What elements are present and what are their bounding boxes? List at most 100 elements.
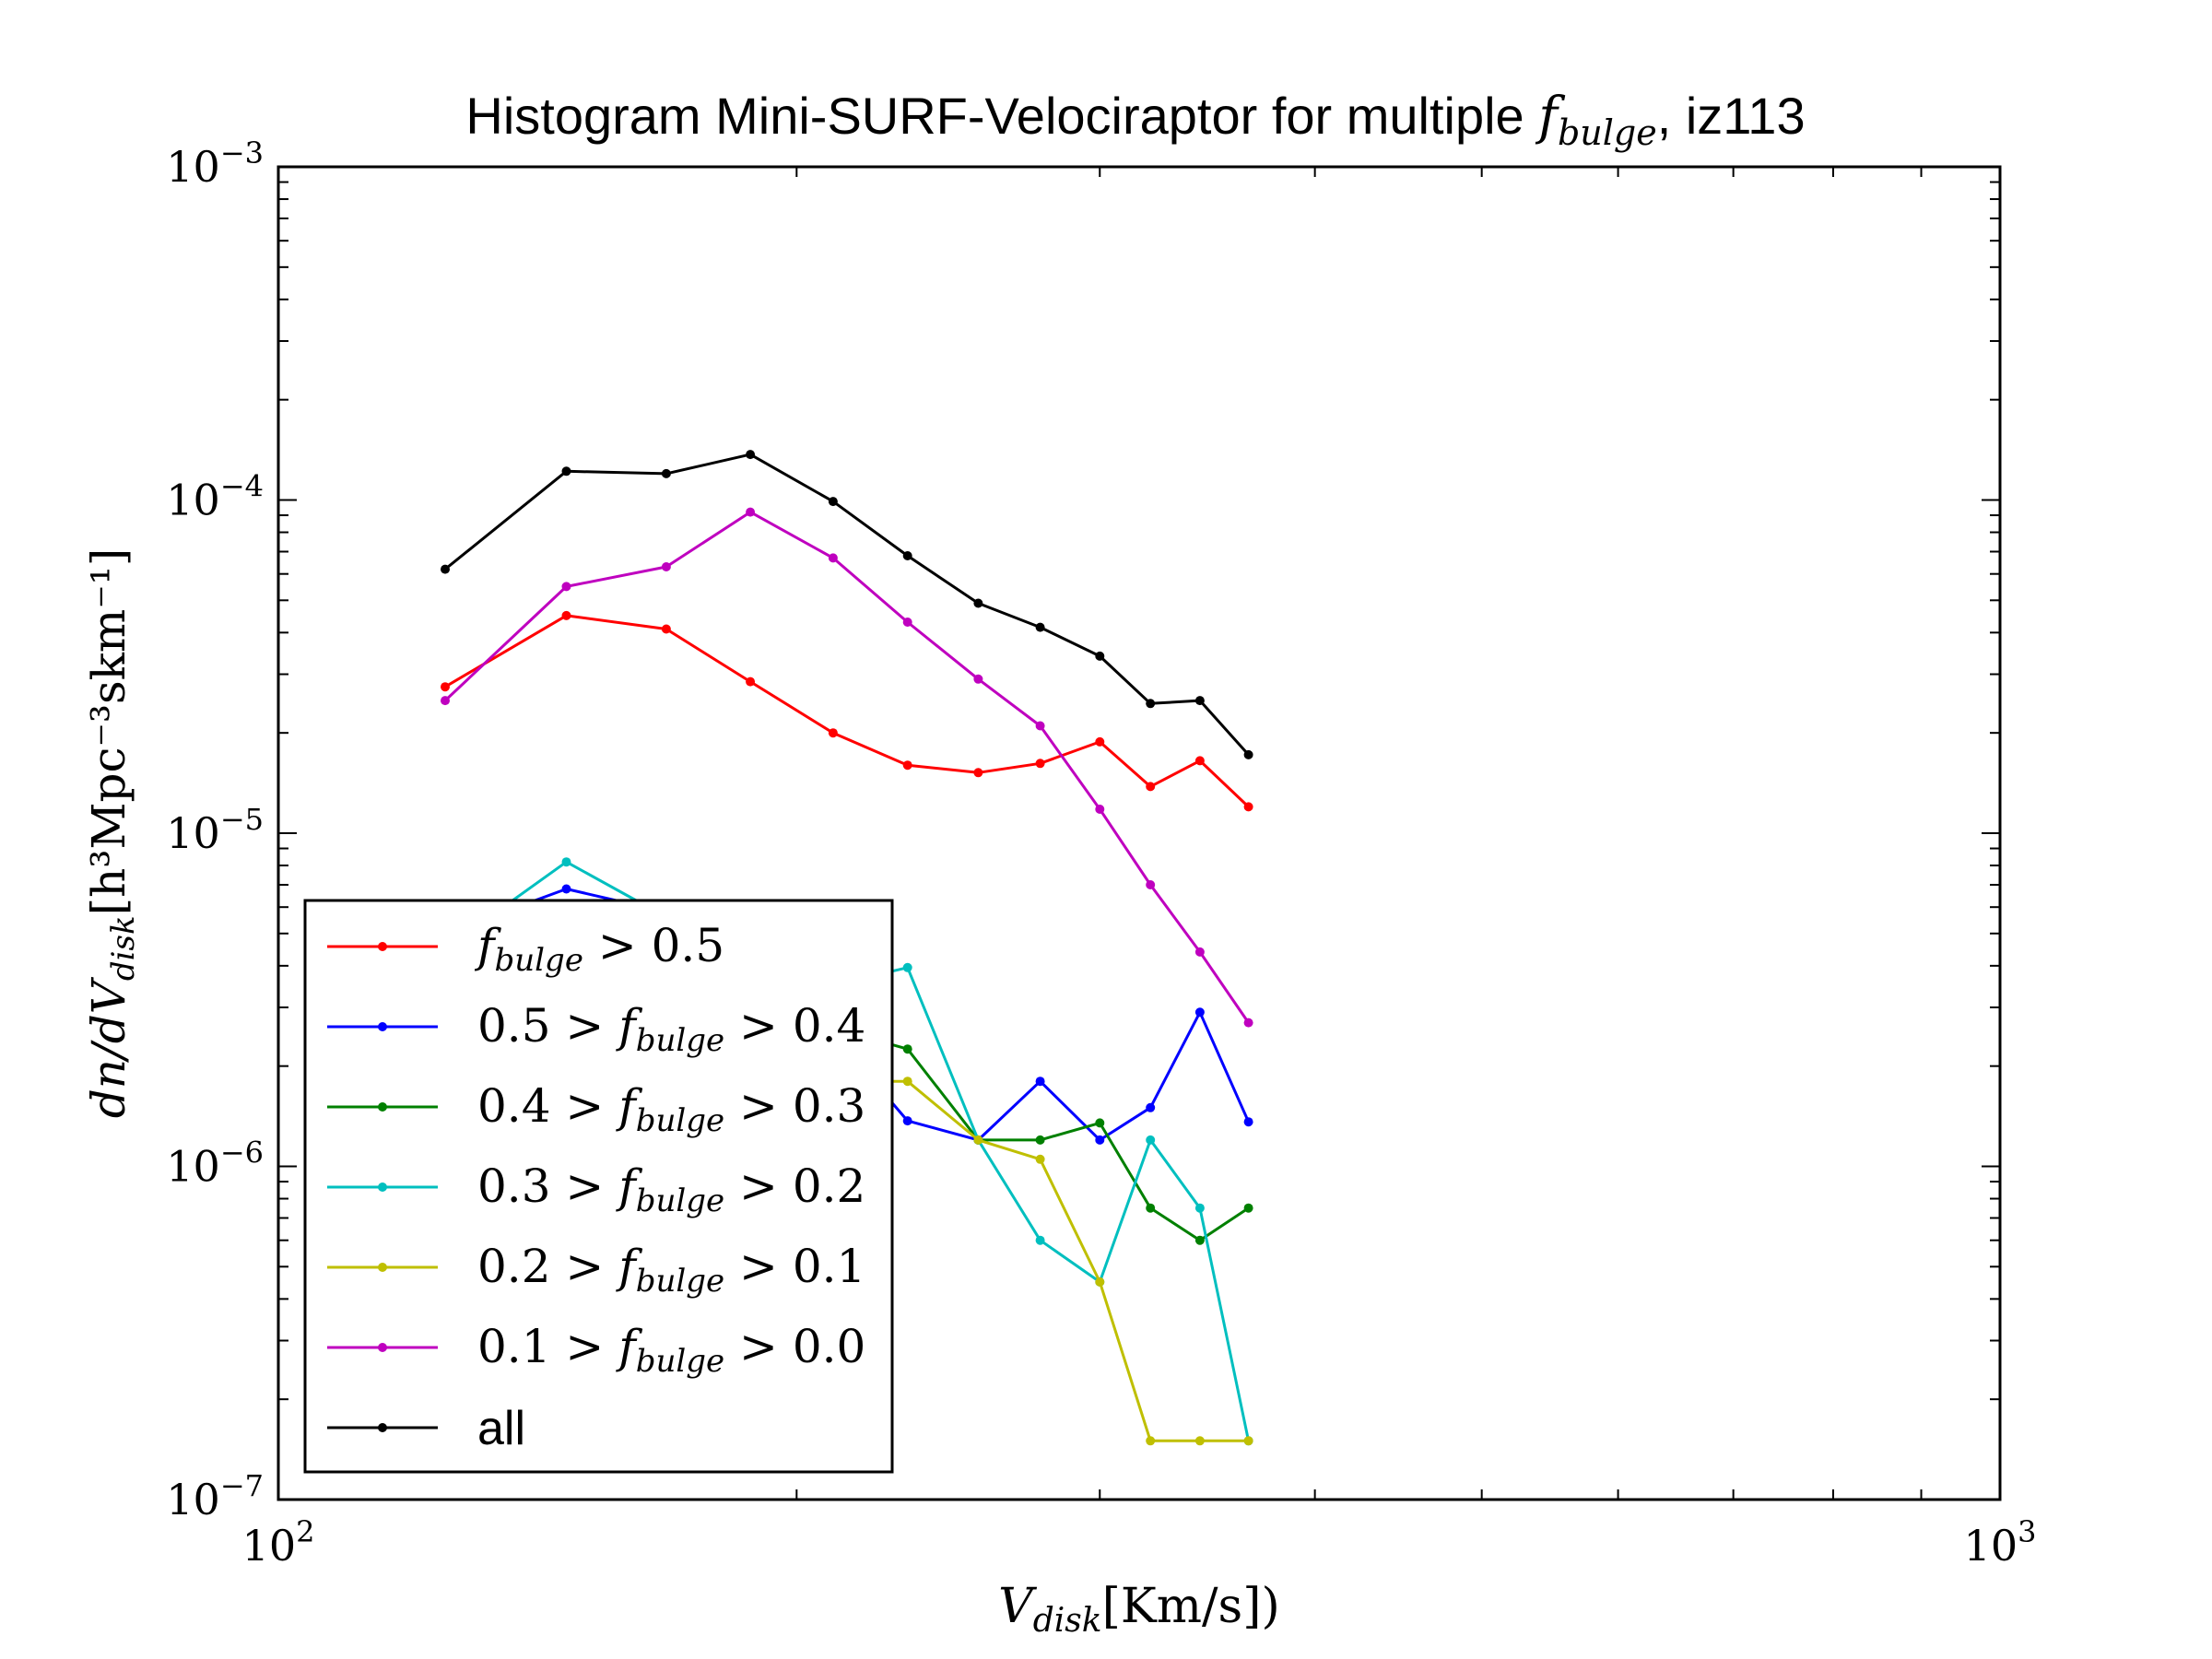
data-point [973, 598, 983, 608]
data-point [746, 677, 756, 687]
data-point [441, 696, 450, 706]
data-point [1146, 880, 1156, 889]
data-point [1035, 1235, 1045, 1245]
legend-marker [378, 1102, 387, 1112]
data-point [661, 624, 671, 634]
data-point [1035, 721, 1045, 731]
legend-item-5: 0.1 > fbulge > 0.0 [327, 1320, 865, 1380]
data-point [1035, 759, 1045, 769]
data-point [1095, 1135, 1105, 1145]
y-tick-label: 10−6 [166, 1135, 264, 1192]
legend-label: 0.3 > fbulge > 0.2 [477, 1159, 865, 1219]
legend-item-6: all [327, 1402, 525, 1455]
data-point [1035, 1077, 1045, 1087]
data-point [1095, 805, 1105, 814]
tick-labels: 10−7 10−6 10−5 10−4 10−3 102 103 [166, 135, 2036, 1571]
data-point [902, 1116, 912, 1126]
data-point [1035, 1154, 1045, 1164]
data-point [1194, 947, 1205, 957]
data-point [1243, 802, 1253, 812]
y-tick-label: 10−5 [166, 802, 264, 858]
data-point [561, 582, 571, 592]
data-point [902, 1077, 912, 1087]
data-point [1243, 1436, 1253, 1446]
data-point [1194, 1235, 1205, 1245]
data-point [1146, 782, 1156, 792]
legend-label: fbulge > 0.5 [474, 919, 724, 979]
data-point [902, 1044, 912, 1054]
legend-marker [378, 1182, 387, 1192]
data-point [1146, 1436, 1156, 1446]
data-point [1243, 749, 1253, 759]
data-point [1035, 1135, 1045, 1145]
data-point [441, 682, 450, 692]
legend-item-1: 0.5 > fbulge > 0.4 [327, 999, 865, 1059]
legend-label: 0.2 > fbulge > 0.1 [477, 1240, 865, 1300]
data-point [1146, 1102, 1156, 1112]
legend-marker [378, 942, 387, 951]
data-point [973, 768, 983, 778]
data-point [561, 610, 571, 620]
data-point [1194, 756, 1205, 766]
data-point [1194, 1436, 1205, 1446]
legend-item-4: 0.2 > fbulge > 0.1 [327, 1240, 865, 1300]
data-point [1194, 1007, 1205, 1018]
y-tick-label: 10−7 [166, 1468, 264, 1524]
data-point [746, 507, 756, 517]
y-axis-label: dn/dVdisk[h³Mpc⁻³skm⁻¹] [82, 548, 142, 1119]
data-point [973, 1135, 983, 1145]
legend-item-3: 0.3 > fbulge > 0.2 [327, 1159, 865, 1219]
data-point [828, 497, 838, 507]
legend-label: all [477, 1402, 525, 1455]
legend-marker [378, 1263, 387, 1272]
data-point [561, 466, 571, 477]
data-point [1095, 1277, 1105, 1287]
axis-ticks [277, 167, 2000, 1500]
data-point [1194, 1203, 1205, 1213]
y-tick-label: 10−3 [166, 135, 264, 192]
series-line [443, 511, 1250, 1024]
series-line [444, 614, 1250, 808]
legend-marker [378, 1423, 387, 1432]
plot-frame [276, 165, 2002, 1501]
data-point [746, 450, 756, 460]
chart-title: Histogram Mini-SURF-Velociraptor for mul… [465, 87, 1805, 153]
data-point [1095, 736, 1105, 747]
data-point [661, 562, 671, 571]
data-point [1146, 699, 1156, 709]
legend-marker [378, 1022, 387, 1031]
series-0 [441, 610, 1253, 812]
x-tick-label: 102 [242, 1514, 315, 1571]
legend-label: 0.1 > fbulge > 0.0 [477, 1320, 865, 1380]
data-point [828, 728, 838, 738]
legend: fbulge > 0.50.5 > fbulge > 0.40.4 > fbul… [303, 899, 894, 1474]
data-point [561, 857, 571, 867]
data-point [973, 674, 983, 684]
data-point [902, 618, 912, 627]
data-point [561, 884, 571, 894]
series-6 [441, 450, 1253, 759]
legend-label: 0.5 > fbulge > 0.4 [477, 999, 865, 1059]
series-5 [441, 507, 1253, 1028]
data-point [661, 468, 671, 478]
legend-marker [378, 1343, 387, 1352]
data-point [902, 760, 912, 771]
data-point [1146, 1135, 1156, 1145]
data-point [1243, 1203, 1253, 1213]
data-point [1194, 696, 1205, 706]
x-axis-label: Vdisk[Km/s]) [998, 1579, 1280, 1640]
legend-item-0: fbulge > 0.5 [327, 919, 724, 979]
series-line [444, 453, 1250, 756]
x-tick-label: 103 [1964, 1514, 2037, 1571]
data-point [902, 962, 912, 972]
data-point [1035, 622, 1045, 632]
data-point [902, 551, 912, 560]
data-point [1146, 1203, 1156, 1213]
data-point [1095, 1118, 1105, 1128]
data-point [1243, 1117, 1253, 1127]
data-point [441, 564, 450, 574]
data-point [1095, 651, 1105, 661]
data-point [1243, 1018, 1253, 1028]
y-tick-label: 10−4 [166, 469, 264, 525]
